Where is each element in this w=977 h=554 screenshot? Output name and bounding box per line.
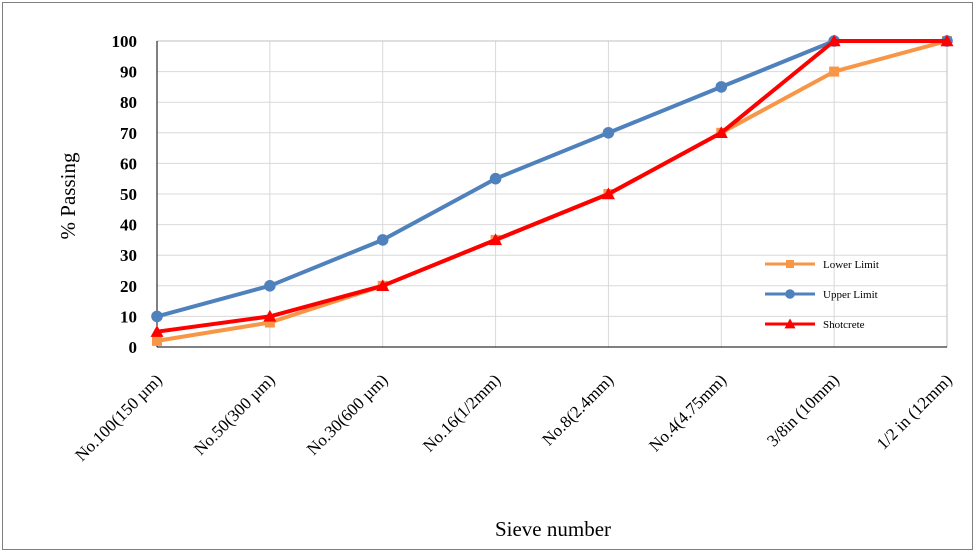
x-tick-label: No.4(4.75mm): [645, 370, 730, 455]
y-tick-label: 10: [120, 307, 137, 326]
y-tick-label: 90: [120, 63, 137, 82]
x-tick-label: 3/8in (10mm): [763, 370, 843, 450]
data-point-square: [264, 317, 275, 328]
data-point-triangle: [940, 34, 954, 47]
series-line: [156, 39, 947, 319]
legend-label: Upper Limit: [823, 289, 878, 301]
y-tick-label: 60: [120, 154, 137, 173]
series-upper-limit: [151, 35, 953, 323]
x-tick-label: 1/2 in (12mm): [873, 370, 956, 453]
y-tick-label: 50: [120, 185, 137, 204]
y-tick-label: 30: [120, 246, 137, 265]
data-point-triangle: [784, 318, 796, 329]
legend-label: Shotcrete: [823, 319, 865, 331]
data-point-triangle: [601, 187, 615, 200]
data-point-square: [786, 260, 794, 268]
data-point-circle: [264, 280, 276, 292]
y-tick-label: 20: [120, 277, 137, 296]
legend-label: Lower Limit: [823, 259, 879, 271]
legend-item: Upper Limit: [765, 289, 878, 301]
data-point-circle: [785, 289, 795, 299]
data-point-square: [829, 66, 840, 77]
legend-item: Lower Limit: [765, 259, 879, 271]
data-point-triangle: [150, 325, 164, 337]
y-tick-label: 0: [129, 338, 138, 357]
x-axis-title: Sieve number: [495, 517, 611, 541]
series-line: [156, 39, 947, 334]
data-point-triangle: [827, 34, 841, 47]
x-tick-labels: No.100(150 µm) No.50(300 µm) No.30(600 µm)…: [71, 370, 955, 464]
data-point-triangle: [263, 309, 277, 322]
data-point-circle: [376, 234, 389, 246]
y-tick-labels: 0 10 20 30 40 50 60 70 80 90 100: [112, 32, 138, 357]
y-axis-title: % Passing: [56, 152, 80, 239]
data-point-square: [152, 335, 162, 346]
grid: [156, 40, 948, 348]
x-tick-label: No.100(150 µm): [71, 370, 165, 464]
data-point-triangle: [376, 279, 390, 291]
series-shotcrete: [150, 34, 954, 337]
data-point-circle: [489, 172, 502, 185]
data-point-circle: [151, 310, 163, 323]
data-point-circle: [715, 81, 728, 93]
y-tick-label: 70: [120, 124, 137, 143]
data-point-triangle: [489, 233, 503, 246]
series-layer: [150, 34, 954, 346]
data-point-circle: [602, 127, 615, 139]
x-tick-label: No.16(1/2mm): [419, 370, 504, 455]
x-tick-label: No.30(600 µm): [303, 370, 391, 458]
data-point-triangle: [714, 126, 728, 138]
x-tick-label: No.50(300 µm): [190, 370, 278, 458]
y-tick-label: 40: [120, 216, 137, 235]
y-tick-label: 80: [120, 93, 137, 112]
x-tick-label: No.8(2.4mm): [538, 370, 617, 449]
legend: Lower Limit Upper Limit Shotcrete: [765, 259, 879, 331]
y-tick-label: 100: [112, 32, 138, 51]
legend-item: Shotcrete: [765, 318, 865, 331]
